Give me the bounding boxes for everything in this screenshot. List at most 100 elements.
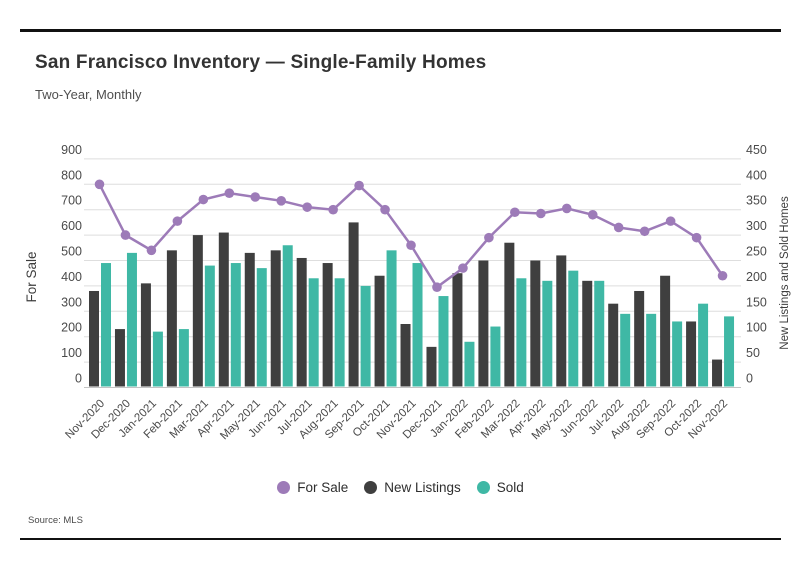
bar-new-listings — [244, 252, 255, 387]
bar-new-listings — [426, 346, 437, 387]
bar-sold — [282, 245, 293, 387]
point-for-sale — [717, 270, 728, 281]
bar-sold — [360, 285, 371, 387]
bar-sold — [204, 265, 215, 387]
bar-new-listings — [660, 275, 671, 387]
for-sale-swatch-icon — [277, 481, 291, 494]
bar-new-listings — [374, 275, 385, 387]
bar-new-listings — [478, 260, 489, 387]
point-for-sale — [94, 179, 105, 190]
bar-new-listings — [634, 290, 645, 387]
bar-sold — [256, 268, 267, 387]
legend-label-sold: Sold — [496, 480, 524, 495]
bar-new-listings — [192, 235, 203, 387]
y-tick-right: 150 — [746, 295, 767, 309]
sold-swatch-icon — [476, 481, 490, 494]
bar-new-listings — [348, 222, 359, 387]
bar-sold — [230, 263, 241, 387]
point-for-sale — [458, 263, 468, 273]
bar-sold — [178, 329, 189, 387]
page-title: San Francisco Inventory — Single-Family … — [35, 52, 487, 73]
bar-sold — [490, 326, 501, 387]
point-for-sale — [146, 245, 157, 256]
legend-item-sold: Sold — [476, 480, 524, 495]
bar-sold — [464, 341, 475, 387]
point-for-sale — [432, 282, 442, 292]
bar-new-listings — [504, 242, 515, 387]
bar-sold — [542, 280, 553, 387]
point-for-sale — [354, 180, 364, 191]
point-for-sale — [484, 232, 494, 243]
y-tick-right: 400 — [746, 168, 767, 182]
y-tick-right: 450 — [746, 143, 767, 157]
bar-new-listings — [582, 280, 593, 387]
point-for-sale — [510, 207, 520, 218]
bar-sold — [438, 296, 449, 387]
y-tick-left: 500 — [61, 245, 82, 259]
legend-item-new-listings: New Listings — [364, 480, 461, 495]
bar-new-listings — [686, 321, 697, 387]
y-tick-left: 300 — [61, 295, 82, 309]
y-tick-right: 100 — [746, 321, 767, 335]
new-listings-swatch-icon — [364, 481, 378, 494]
bar-new-listings — [270, 250, 281, 387]
bar-new-listings — [530, 260, 541, 387]
point-for-sale — [328, 204, 338, 215]
bar-new-listings — [400, 324, 411, 387]
bar-sold — [126, 252, 137, 387]
bar-sold — [516, 278, 527, 387]
point-for-sale — [198, 194, 209, 205]
point-for-sale — [380, 204, 390, 215]
y-tick-left: 900 — [61, 143, 82, 157]
y-tick-left: 700 — [61, 194, 82, 208]
bar-new-listings — [322, 263, 333, 387]
bar-sold — [334, 278, 345, 387]
y-tick-right: 350 — [746, 194, 767, 208]
point-for-sale — [302, 202, 312, 212]
bar-sold — [386, 250, 397, 387]
legend-label-for-sale: For Sale — [297, 480, 349, 495]
top-rule — [20, 29, 781, 32]
bar-new-listings — [556, 255, 567, 387]
y-tick-right: 200 — [746, 270, 767, 284]
point-for-sale — [276, 196, 287, 206]
bar-sold — [724, 316, 735, 387]
bar-sold — [308, 278, 319, 387]
bar-sold — [594, 280, 605, 387]
point-for-sale — [172, 216, 183, 226]
point-for-sale — [691, 232, 702, 243]
legend-label-new-listings: New Listings — [384, 480, 461, 495]
point-for-sale — [406, 240, 416, 251]
inventory-chart: 0 0 100 50 200 100 300 150 400 200 500 250 600 300 700… — [24, 143, 791, 442]
bar-new-listings — [712, 359, 723, 387]
bar-sold — [698, 303, 709, 387]
bar-sold — [152, 331, 163, 387]
page-subtitle: Two-Year, Monthly — [35, 87, 142, 102]
y-tick-left: 800 — [61, 168, 82, 182]
bar-new-listings — [452, 273, 463, 387]
y-tick-left: 600 — [61, 219, 82, 233]
bar-new-listings — [140, 283, 151, 387]
bar-new-listings — [218, 232, 229, 387]
point-for-sale — [120, 230, 131, 240]
bar-sold — [620, 313, 631, 387]
point-for-sale — [665, 216, 676, 226]
bar-sold — [646, 313, 657, 387]
source-note: Source: MLS — [28, 515, 83, 526]
y-tick-right: 50 — [746, 346, 760, 360]
bar-sold — [412, 263, 423, 387]
point-for-sale — [613, 222, 624, 233]
point-for-sale — [587, 209, 598, 220]
bar-sold — [101, 263, 111, 387]
y-tick-left: 100 — [61, 346, 82, 360]
bar-sold — [672, 321, 683, 387]
axis-title-right: New Listings and Sold Homes — [779, 196, 791, 350]
bar-new-listings — [89, 290, 99, 387]
legend-item-for-sale: For Sale — [277, 480, 348, 495]
bar-sold — [568, 270, 579, 387]
y-tick-right: 250 — [746, 245, 767, 259]
bar-new-listings — [608, 303, 619, 387]
point-for-sale — [639, 226, 650, 237]
y-tick-right: 300 — [746, 219, 767, 233]
axis-title-left: For Sale — [24, 251, 39, 302]
